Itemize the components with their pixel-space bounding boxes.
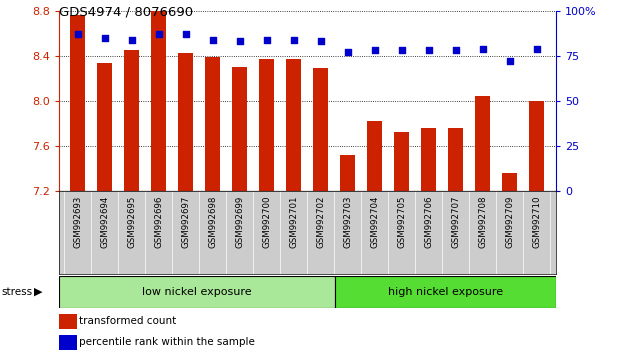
Point [316,39,326,44]
Bar [530,101,545,191]
Text: GSM992704: GSM992704 [370,195,379,248]
Text: GSM992703: GSM992703 [343,195,352,248]
Text: GSM992702: GSM992702 [316,195,325,248]
Text: GSM992701: GSM992701 [289,195,299,248]
Bar [232,67,247,191]
Point [478,46,488,51]
Bar [335,276,556,308]
Text: GSM992710: GSM992710 [532,195,542,248]
Bar [97,63,112,191]
Bar [314,68,329,191]
Text: GSM992707: GSM992707 [451,195,460,248]
Point [532,46,542,51]
Point [505,58,515,64]
Text: GDS4974 / 8076690: GDS4974 / 8076690 [59,5,193,18]
Text: GSM992705: GSM992705 [397,195,406,248]
Text: high nickel exposure: high nickel exposure [388,287,503,297]
Point [343,49,353,55]
Bar [448,128,463,191]
Point [262,37,272,42]
Bar [178,53,193,191]
Point [154,31,164,37]
Bar [502,173,517,191]
Point [451,47,461,53]
Point [424,47,434,53]
Bar [59,314,77,329]
Bar [260,59,274,191]
Text: GSM992700: GSM992700 [263,195,271,248]
Text: percentile rank within the sample: percentile rank within the sample [79,337,255,347]
Bar [152,11,166,191]
Text: GSM992709: GSM992709 [505,195,514,248]
Text: GSM992708: GSM992708 [478,195,487,248]
Point [370,47,380,53]
Bar [286,59,301,191]
Text: GSM992696: GSM992696 [155,195,163,248]
Point [289,37,299,42]
Text: GSM992706: GSM992706 [424,195,433,248]
Bar [206,57,220,191]
Point [208,37,218,42]
Text: GSM992697: GSM992697 [181,195,191,248]
Point [127,37,137,42]
Point [181,31,191,37]
Bar [59,335,77,350]
Point [235,39,245,44]
Bar [70,15,85,191]
Point [100,35,110,40]
Text: GSM992698: GSM992698 [209,195,217,248]
Text: GSM992694: GSM992694 [101,195,109,248]
Text: GSM992699: GSM992699 [235,195,245,247]
Bar [368,121,383,191]
Text: low nickel exposure: low nickel exposure [142,287,252,297]
Text: GSM992695: GSM992695 [127,195,137,248]
Point [73,31,83,37]
Bar [124,50,139,191]
Text: ▶: ▶ [34,287,43,297]
Bar [340,155,355,191]
Bar [59,276,335,308]
Bar [476,96,491,191]
Text: transformed count: transformed count [79,316,176,326]
Point [397,47,407,53]
Bar [394,132,409,191]
Text: stress: stress [1,287,32,297]
Bar [422,128,437,191]
Text: GSM992693: GSM992693 [73,195,83,248]
